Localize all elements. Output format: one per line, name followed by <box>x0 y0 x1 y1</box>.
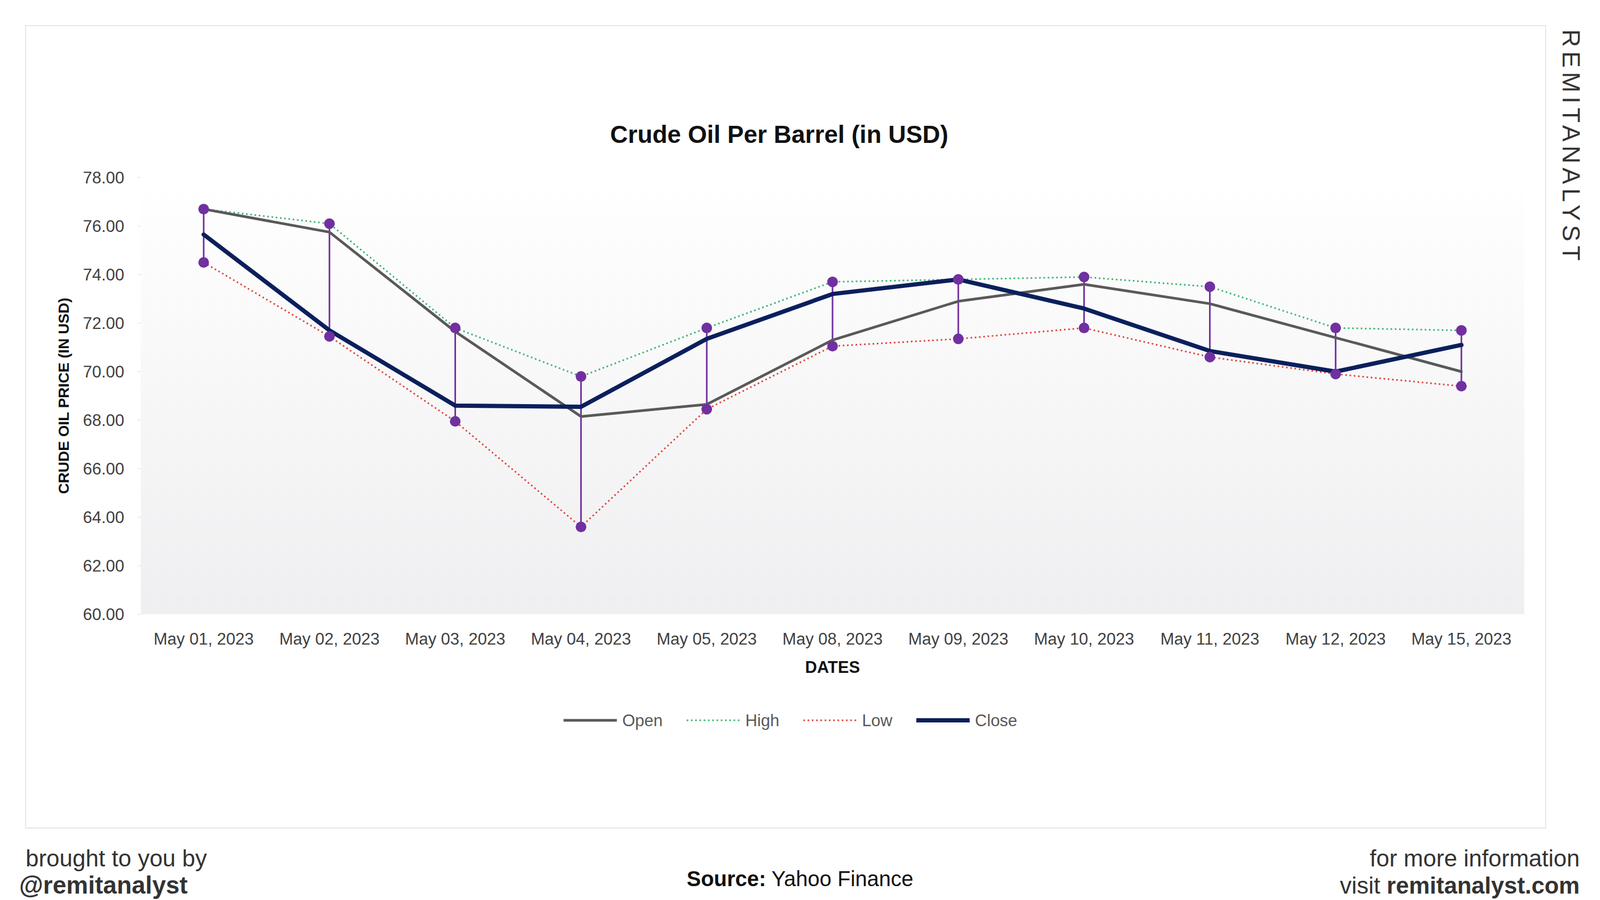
x-tick-label: May 09, 2023 <box>908 629 1009 649</box>
series-marker <box>827 276 838 288</box>
y-tick <box>137 371 141 373</box>
series-marker <box>827 340 838 352</box>
y-tick <box>137 420 141 421</box>
chart-root: Crude Oil Per Barrel (in USD) 60.00 62.00 6… <box>0 0 1600 900</box>
x-tick-label: May 11, 2023 <box>1160 629 1260 649</box>
website: remitanalyst.com <box>1386 872 1580 899</box>
source-label: Source: <box>686 867 766 891</box>
legend-item: High <box>686 711 780 731</box>
legend-swatch <box>686 720 740 722</box>
watermark: REMITANALYST <box>1557 29 1586 266</box>
series-marker <box>701 322 712 334</box>
footer-handle: @remitanalyst <box>19 871 188 900</box>
y-tick <box>137 517 141 518</box>
source-name: Yahoo Finance <box>771 867 914 891</box>
series-marker <box>450 416 461 427</box>
series-marker <box>1204 281 1215 293</box>
legend-item: Open <box>563 711 663 731</box>
y-tick <box>137 323 141 324</box>
legend-item: Close <box>916 711 1018 731</box>
y-tick-label: 64.00 <box>82 508 125 527</box>
plot-group <box>198 203 1467 533</box>
series-marker <box>198 257 210 268</box>
plot-area <box>140 177 1525 615</box>
y-tick-label: 78.00 <box>82 168 125 188</box>
legend-label: High <box>745 711 780 731</box>
series-marker <box>1330 322 1341 334</box>
y-tick-label: 74.00 <box>82 265 125 285</box>
y-tick <box>137 177 141 179</box>
legend-swatch <box>803 720 857 722</box>
series-line <box>203 234 1462 407</box>
title: Crude Oil Per Barrel (in USD) <box>610 120 949 149</box>
series-marker <box>324 331 335 342</box>
series-marker <box>1456 325 1467 336</box>
x-tick-label: May 02, 2023 <box>279 629 380 649</box>
x-tick-label: May 04, 2023 <box>530 629 631 649</box>
series-marker <box>1078 272 1090 283</box>
high-low-bar <box>1334 328 1337 374</box>
series-line <box>203 209 1462 417</box>
high-low-bar <box>328 223 331 337</box>
y-tick <box>137 226 141 227</box>
x-axis-title: DATES <box>805 658 861 677</box>
x-tick-label: May 05, 2023 <box>656 629 757 649</box>
series-line <box>203 262 1462 527</box>
high-low-bar <box>957 279 959 339</box>
series-marker <box>953 274 964 285</box>
series-marker <box>1204 352 1215 363</box>
footer-visit: visitremitanalyst.com <box>1339 872 1580 899</box>
series-marker <box>575 371 587 382</box>
footer-text: brought to you by <box>25 845 207 872</box>
series-marker <box>450 322 461 334</box>
series-marker <box>1330 369 1341 380</box>
footer-text: for more information <box>1369 845 1580 872</box>
x-tick-label: May 12, 2023 <box>1285 629 1386 649</box>
x-tick-label: May 08, 2023 <box>782 629 883 649</box>
x-tick-label: May 10, 2023 <box>1034 629 1135 649</box>
x-tick-label: May 03, 2023 <box>405 629 506 649</box>
y-tick-label: 66.00 <box>82 459 125 479</box>
chart-frame <box>25 25 1546 829</box>
y-axis-title: CRUDE OIL PRICE (IN USD) <box>55 297 72 494</box>
series-marker <box>953 333 964 345</box>
x-tick-label: May 01, 2023 <box>153 629 254 649</box>
visit-word: visit <box>1339 872 1381 899</box>
y-tick-label: 76.00 <box>82 217 125 236</box>
legend-swatch <box>563 719 618 723</box>
high-low-bar <box>1460 330 1463 387</box>
y-tick-label: 68.00 <box>82 411 125 430</box>
y-tick <box>137 565 141 567</box>
legend-label: Close <box>974 711 1018 731</box>
high-low-bar <box>832 282 834 347</box>
legend: Open High Low Close <box>563 711 1018 731</box>
y-tick <box>137 468 141 470</box>
high-low-bar <box>1209 286 1211 358</box>
source: Source:Yahoo Finance <box>686 867 914 891</box>
x-tick-label: May 15, 2023 <box>1411 629 1512 649</box>
series-marker <box>1456 380 1467 392</box>
series-marker <box>701 404 712 415</box>
high-low-bar <box>580 376 582 527</box>
y-tick <box>137 614 141 615</box>
legend-item: Low <box>803 711 893 731</box>
legend-label: Low <box>861 711 893 731</box>
series-marker <box>1078 322 1090 334</box>
y-tick-label: 60.00 <box>82 605 125 624</box>
series-marker <box>198 203 210 215</box>
y-tick-label: 72.00 <box>82 314 125 333</box>
series-marker <box>324 218 335 229</box>
legend-swatch <box>916 718 970 723</box>
legend-label: Open <box>622 711 663 731</box>
series-marker <box>575 521 587 533</box>
y-tick-label: 62.00 <box>82 556 125 576</box>
y-tick <box>137 274 141 276</box>
y-tick-label: 70.00 <box>82 362 125 382</box>
